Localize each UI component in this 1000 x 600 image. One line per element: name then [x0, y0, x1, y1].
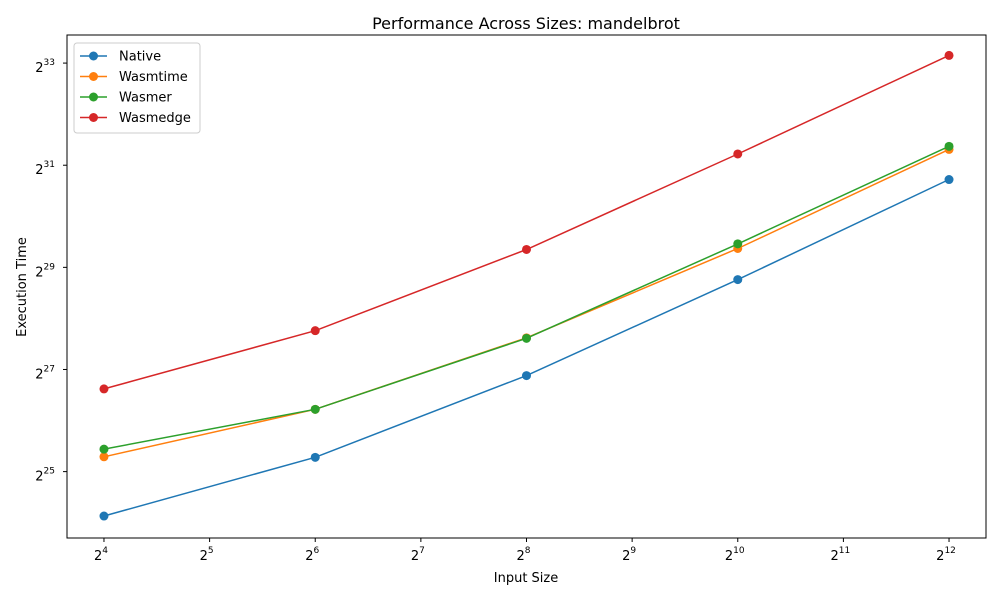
data-point-wasmtime: [99, 452, 109, 462]
y-tick-label: 227: [35, 364, 55, 382]
data-point-wasmer: [522, 333, 531, 343]
data-point-wasmedge: [944, 50, 954, 60]
y-tick-label: 225: [35, 467, 55, 485]
data-point-native: [944, 175, 954, 185]
data-point-wasmer: [310, 404, 320, 414]
legend-label-native: Native: [119, 50, 161, 65]
legend: Native Wasmtime Wasmer Wasmedge: [73, 42, 201, 134]
y-tick-label: 229: [35, 262, 55, 280]
data-point-native: [733, 275, 743, 285]
data-point-wasmedge: [522, 244, 531, 254]
x-tick-label: 24: [94, 546, 108, 564]
x-tick-label: 26: [305, 546, 319, 564]
x-tick-label: 211: [831, 546, 851, 564]
x-axis: 24 25 26 27 28 29 210 211 212: [94, 538, 956, 564]
data-point-wasmer: [944, 141, 954, 151]
y-tick-label: 233: [35, 58, 55, 76]
data-point-native: [99, 511, 109, 521]
plot-area: [99, 50, 954, 521]
data-point-wasmedge: [310, 326, 320, 336]
x-axis-label: Input Size: [494, 571, 558, 586]
x-tick-label: 29: [622, 546, 636, 564]
x-tick-label: 27: [411, 546, 425, 564]
y-tick-label: 231: [35, 160, 55, 178]
legend-label-wasmedge: Wasmedge: [119, 111, 191, 126]
legend-label-wasmtime: Wasmtime: [119, 70, 188, 85]
data-point-native: [522, 371, 531, 381]
x-tick-label: 25: [200, 546, 214, 564]
legend-box: [73, 42, 201, 134]
data-point-wasmedge: [99, 384, 109, 394]
legend-marker-wasmedge: [89, 113, 98, 122]
legend-label-wasmer: Wasmer: [119, 91, 172, 106]
y-axis-label: Execution Time: [15, 237, 30, 337]
data-point-wasmer: [733, 239, 743, 249]
data-point-native: [310, 452, 320, 462]
legend-marker-native: [89, 51, 98, 61]
x-tick-label: 28: [516, 546, 530, 564]
x-tick-label: 210: [725, 546, 745, 564]
x-tick-label: 212: [936, 546, 956, 564]
legend-marker-wasmtime: [89, 72, 98, 81]
data-point-wasmer: [99, 444, 109, 454]
chart-title: Performance Across Sizes: mandelbrot: [372, 14, 680, 33]
legend-marker-wasmer: [89, 92, 98, 102]
y-axis: 225 227 229 231 233: [35, 58, 67, 485]
data-point-wasmedge: [733, 149, 743, 159]
